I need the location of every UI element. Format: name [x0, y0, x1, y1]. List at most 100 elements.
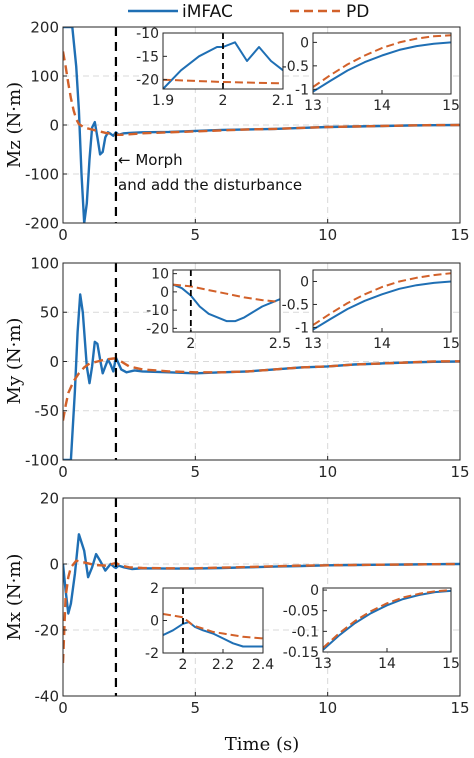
- inset-y-tick-label: 0: [160, 285, 169, 301]
- inset-x-tick-label: 15: [442, 98, 460, 114]
- inset-y-tick-label: -0.5: [282, 59, 309, 75]
- inset-x-tick-label: 15: [442, 336, 460, 352]
- inset-series-imfac: [313, 41, 451, 93]
- inset-series-pd: [163, 613, 263, 640]
- x-axis-label: Time (s): [225, 734, 300, 755]
- y-tick-label: -100: [25, 451, 59, 469]
- inset-x-tick-label: 2.4: [252, 657, 274, 673]
- inset-y-tick-label: 0: [150, 614, 159, 630]
- y-tick-label: 200: [30, 18, 59, 36]
- inset-x-tick-label: 14: [378, 656, 396, 672]
- inset-series-pd: [173, 283, 280, 303]
- y-tick-label: 100: [30, 254, 59, 272]
- y-tick-label: -20: [35, 621, 60, 639]
- inset-y-tick-label: -0.1: [292, 624, 319, 640]
- inset-x-tick-label: 2.5: [269, 336, 291, 352]
- inset-series-group: [163, 33, 283, 89]
- annotation-text: and add the disturbance: [118, 176, 302, 194]
- x-tick-label: 5: [191, 226, 201, 244]
- inset-x-tick-label: 1.9: [152, 93, 174, 109]
- inset-y-tick-label: -10: [146, 303, 169, 319]
- inset-2: 13 14 15 -0.15 -0.1 -0.05 0: [283, 583, 460, 672]
- inset-series-group: [163, 588, 263, 653]
- y-tick-label: -40: [35, 687, 60, 705]
- y-tick-label: 0: [49, 353, 59, 371]
- inset-y-tick-label: -15: [136, 49, 159, 65]
- inset-series-imfac: [163, 41, 283, 89]
- inset-plot-area: [323, 588, 451, 652]
- y-axis-label: Mz (N·m): [4, 82, 25, 168]
- x-tick-label: 5: [191, 463, 201, 481]
- inset-series-imfac: [163, 621, 263, 648]
- inset-x-tick-label: 2.2: [212, 657, 234, 673]
- y-tick-label: 0: [49, 555, 59, 573]
- inset-y-tick-label: -2: [145, 646, 159, 662]
- inset-series-group: [323, 589, 451, 651]
- x-tick-label: 15: [450, 226, 469, 244]
- inset-series-group: [173, 270, 280, 332]
- inset-plot-area: [313, 33, 451, 94]
- x-tick-label: 0: [58, 226, 68, 244]
- inset-x-tick-label: 13: [304, 98, 322, 114]
- inset-y-tick-label: -10: [136, 26, 159, 42]
- inset-y-tick-label: -20: [146, 321, 169, 337]
- inset-y-tick-label: 0: [300, 35, 309, 51]
- legend-imfac-label: iMFAC: [182, 2, 233, 22]
- y-tick-label: 100: [30, 67, 59, 85]
- inset-y-tick-label: 0: [300, 275, 309, 291]
- inset-1: 2 2.5 -20 -10 0 10: [146, 267, 291, 352]
- inset-series-pd: [313, 272, 451, 326]
- legend-pd-label: PD: [346, 2, 369, 22]
- x-tick-label: 0: [58, 463, 68, 481]
- series-pd: [63, 559, 460, 664]
- x-tick-label: 15: [450, 699, 469, 717]
- inset-y-tick-label: -0.05: [283, 604, 319, 620]
- inset-y-tick-label: -1: [295, 320, 309, 336]
- inset-plot-area: [313, 270, 451, 332]
- inset-1: 1.9 2 2.1 -20 -15 -10: [136, 26, 294, 109]
- inset-y-tick-label: 10: [151, 267, 169, 283]
- series-group: [63, 263, 460, 460]
- y-tick-label: 0: [49, 116, 59, 134]
- inset-series-pd: [313, 34, 451, 88]
- y-tick-label: 50: [40, 304, 59, 322]
- inset-x-tick-label: 14: [373, 98, 391, 114]
- series-group: [63, 27, 460, 223]
- inset-y-tick-label: -20: [136, 73, 159, 89]
- x-tick-label: 10: [318, 463, 337, 481]
- annotation-text: ← Morph: [118, 151, 183, 169]
- x-tick-label: 5: [191, 699, 201, 717]
- inset-axes-frame: [172, 269, 281, 333]
- axes-frame: [62, 497, 461, 697]
- inset-x-tick-label: 14: [373, 336, 391, 352]
- y-axis-label: Mx (N·m): [4, 554, 25, 641]
- x-tick-label: 10: [318, 699, 337, 717]
- y-tick-label: -200: [25, 214, 59, 232]
- inset-2: 13 14 15 -1 -0.5 0: [282, 32, 460, 114]
- inset-x-tick-label: 2: [179, 657, 188, 673]
- x-tick-label: 0: [58, 699, 68, 717]
- series-imfac: [63, 27, 460, 223]
- inset-x-tick-label: 15: [442, 656, 460, 672]
- inset-x-tick-label: 13: [304, 336, 322, 352]
- y-axis-label: My (N·m): [4, 318, 25, 405]
- inset-x-tick-label: 2.1: [272, 93, 294, 109]
- inset-1: 2 2.2 2.4 -2 0 2: [145, 581, 274, 673]
- inset-y-tick-label: 0: [310, 583, 319, 599]
- inset-series-pd: [163, 78, 283, 85]
- legend: iMFAC PD: [128, 2, 369, 22]
- series-pd: [63, 51, 460, 137]
- inset-series-pd: [323, 589, 451, 649]
- inset-series-group: [313, 272, 451, 331]
- inset-series-imfac: [313, 280, 451, 331]
- inset-y-tick-label: -0.5: [282, 297, 309, 313]
- inset-y-tick-label: 2: [150, 581, 159, 597]
- inset-x-tick-label: 13: [314, 656, 332, 672]
- inset-y-tick-label: -0.15: [283, 645, 319, 661]
- series-pd: [63, 357, 460, 421]
- y-tick-label: -100: [25, 165, 59, 183]
- series-group: [63, 498, 460, 696]
